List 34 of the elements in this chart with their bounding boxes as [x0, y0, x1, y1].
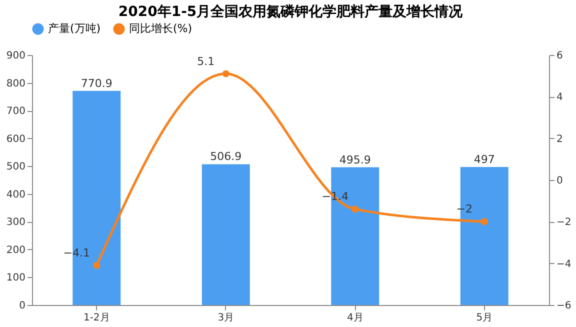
bar — [202, 164, 250, 305]
point — [222, 70, 230, 78]
point — [93, 262, 100, 269]
y2-tick-label: −4 — [556, 258, 572, 270]
point — [352, 206, 359, 213]
y2-tick-label: 6 — [556, 50, 563, 62]
y2-tick-label: 4 — [556, 92, 563, 104]
data-label: 5.1 — [197, 54, 215, 68]
data-label: 506.9 — [210, 150, 242, 164]
y2-tick-label: −6 — [556, 300, 572, 312]
y2-tick-label: −2 — [556, 217, 572, 228]
y-tick-label: 800 — [6, 78, 26, 90]
y-tick-label: 600 — [6, 134, 26, 145]
y-tick-label: 700 — [6, 106, 26, 118]
y-tick-label: 200 — [6, 244, 26, 256]
legend-label: 产量(万吨) — [48, 22, 101, 35]
data-label: 495.9 — [339, 153, 371, 166]
y-tick-label: 100 — [6, 272, 26, 284]
x-tick-label: 5月 — [476, 312, 493, 324]
y-tick-label: 0 — [19, 300, 26, 312]
y-tick-label: 900 — [6, 50, 26, 62]
point — [480, 218, 488, 226]
y2-tick-label: 2 — [556, 134, 563, 145]
legend-label: 同比增长(%) — [129, 22, 192, 35]
y-tick-label: 500 — [6, 162, 26, 173]
chart-title: 2020年1-5月全国农用氮磷钾化学肥料产量及增长情况 — [118, 3, 464, 20]
x-tick-label: 3月 — [218, 312, 234, 324]
y2-tick-label: 0 — [556, 176, 563, 186]
y-tick-label: 400 — [6, 189, 26, 200]
data-label: 770.9 — [80, 76, 112, 90]
x-tick-label: 1-2月 — [83, 312, 110, 324]
y-tick-label: 300 — [6, 217, 26, 228]
x-tick-label: 4月 — [346, 312, 364, 324]
data-label: 497 — [474, 152, 495, 166]
